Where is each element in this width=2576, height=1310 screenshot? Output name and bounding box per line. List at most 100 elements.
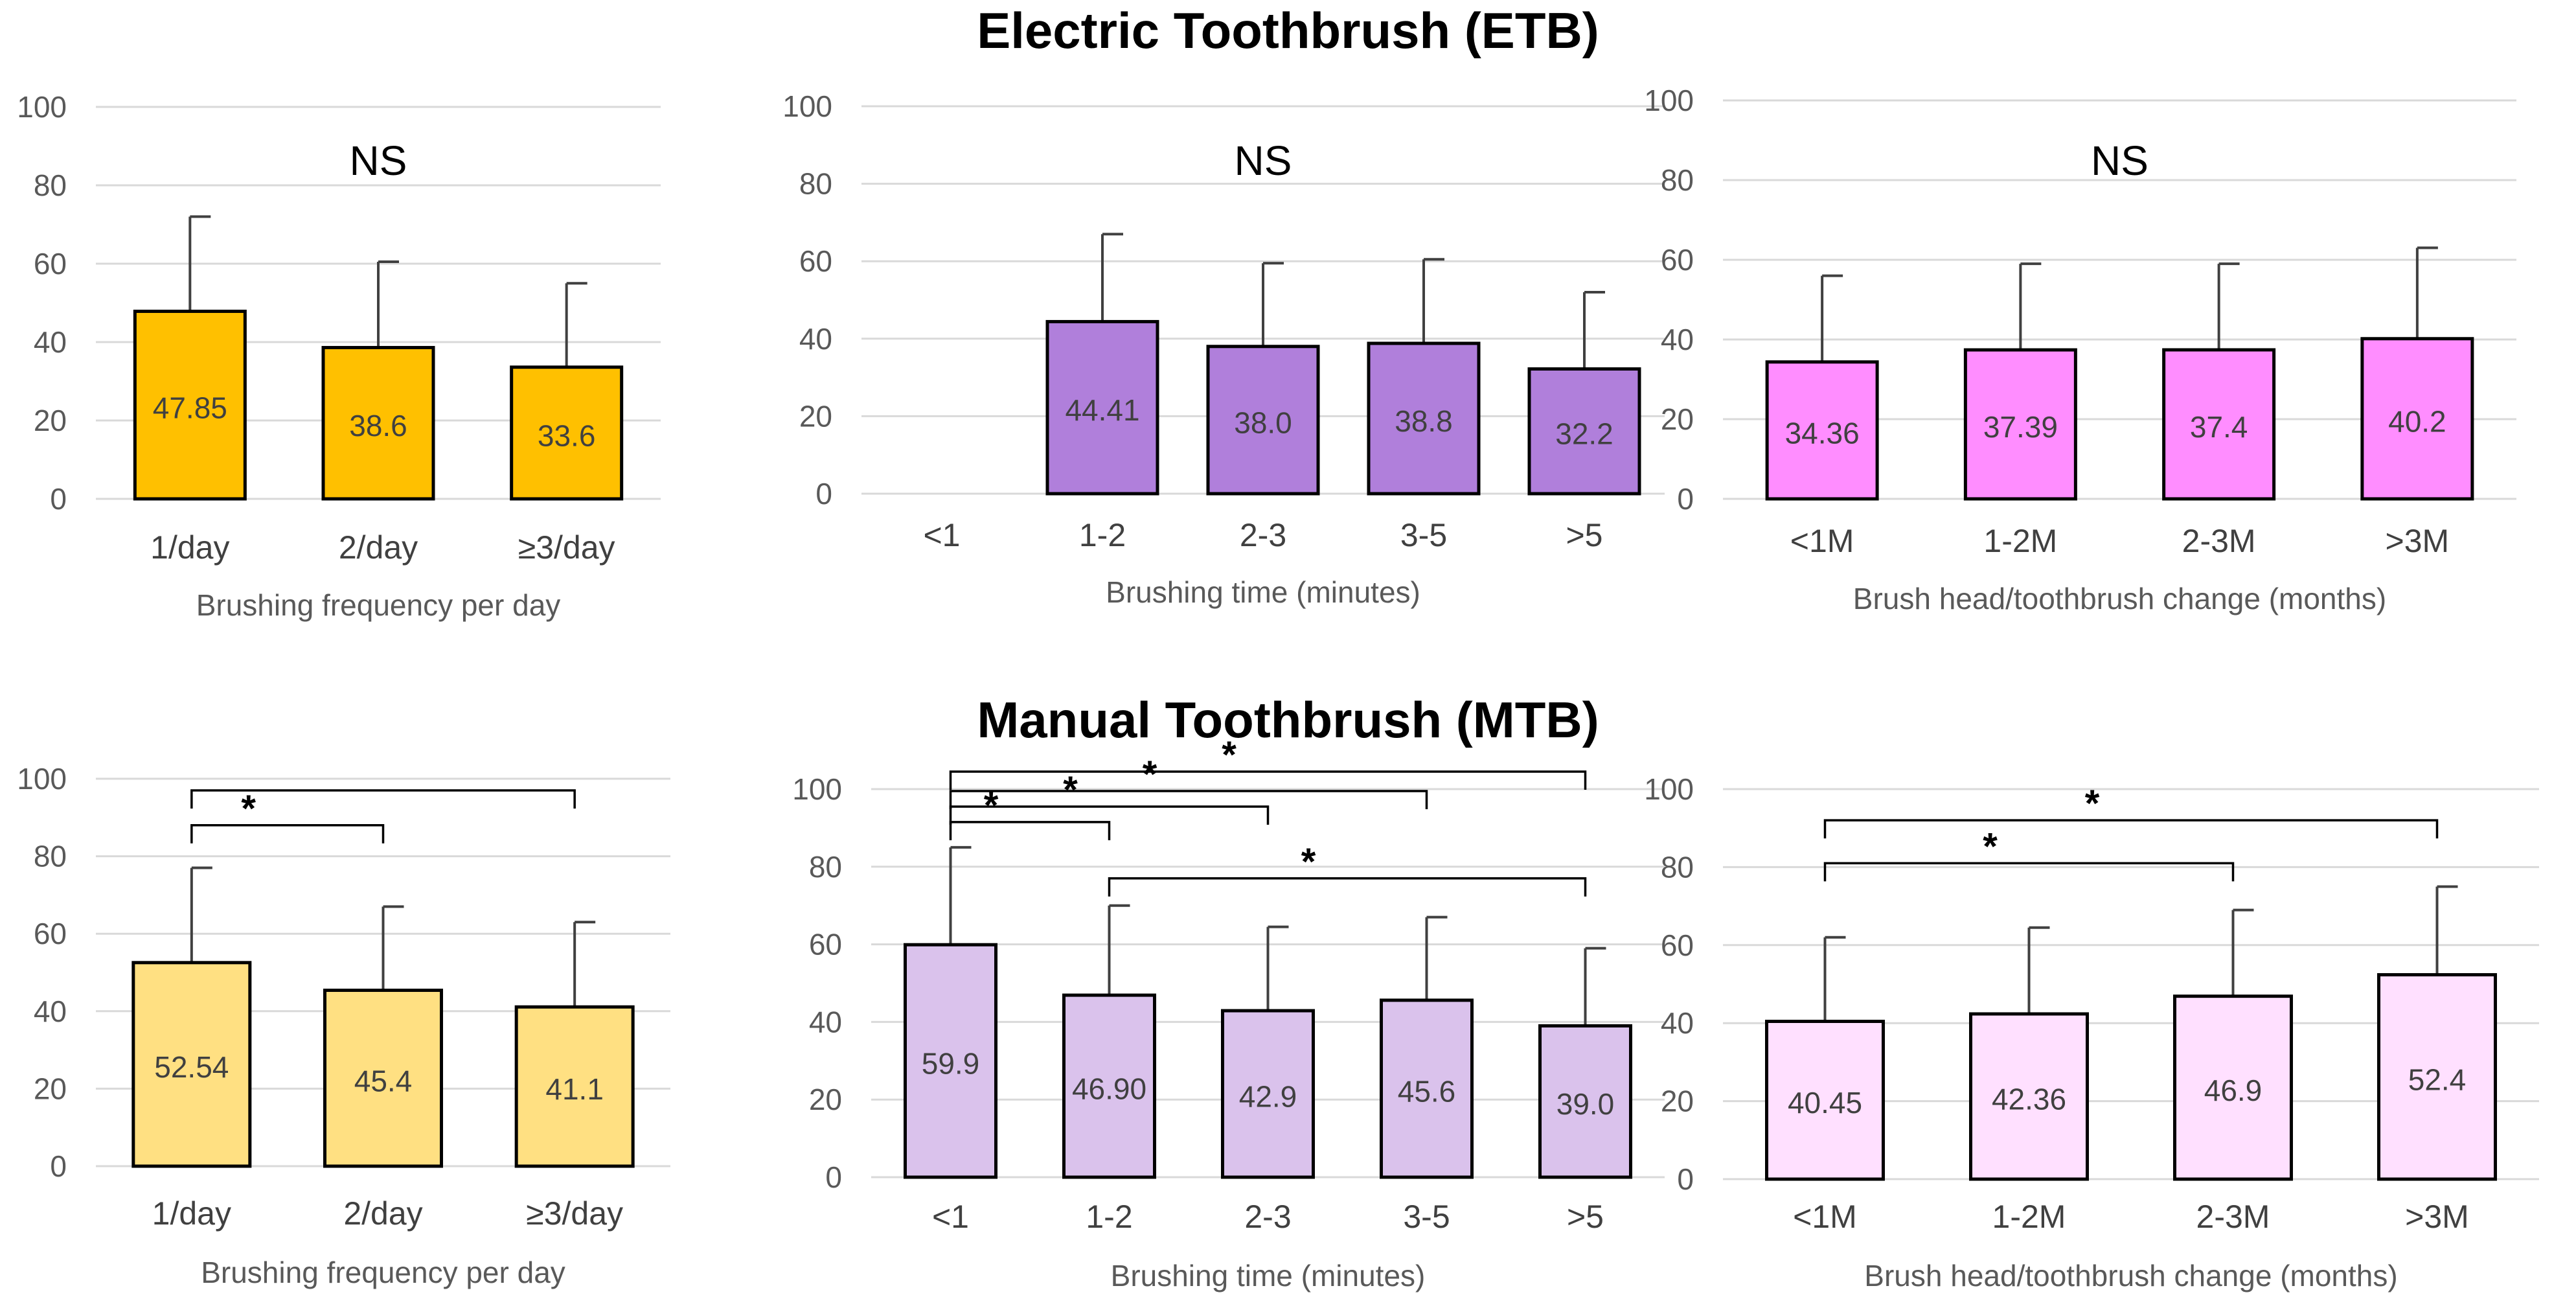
y-tick-label: 100 — [17, 762, 67, 796]
x-tick-label: 1-2 — [1079, 517, 1126, 553]
bar — [1969, 1012, 2089, 1181]
y-tick-label: 80 — [34, 168, 67, 202]
y-tick-label: 0 — [50, 482, 67, 516]
data-label: 32.2 — [1555, 417, 1613, 451]
bar — [1062, 993, 1156, 1179]
y-tick-label: 80 — [1661, 850, 1694, 884]
bar — [1367, 341, 1481, 496]
x-axis-label: Brushing frequency per day — [201, 1256, 565, 1289]
y-tick-label: 0 — [825, 1160, 842, 1194]
x-axis-label: Brushing frequency per day — [196, 588, 561, 622]
bar — [514, 1005, 635, 1168]
y-tick-label: 20 — [799, 399, 832, 433]
bar — [131, 961, 252, 1168]
y-tick-label: 20 — [34, 404, 67, 437]
y-tick-label: 40 — [34, 994, 67, 1028]
data-label: 47.85 — [153, 391, 227, 424]
x-tick-label: 2/day — [343, 1195, 422, 1232]
bar — [1538, 1024, 1632, 1179]
bar — [1206, 345, 1320, 496]
y-tick-label: 60 — [34, 247, 67, 281]
data-label: 37.39 — [1983, 410, 2058, 444]
significance-star: * — [2085, 783, 2100, 825]
bar — [1963, 348, 2077, 501]
y-tick-label: 100 — [1644, 84, 1694, 117]
bar — [2360, 337, 2474, 501]
etb-section-title: Electric Toothbrush (ETB) — [977, 2, 1599, 59]
data-label: 45.4 — [354, 1064, 413, 1097]
chart-mtb-change: 0 20 40 60 80 100 40.45 <1M 42.36 1-2M 46.9 2-3M 52.… — [1644, 772, 2539, 1293]
y-tick-label: 40 — [799, 322, 832, 356]
y-tick-label: 60 — [1661, 928, 1694, 962]
x-axis-label: Brushing time (minutes) — [1106, 575, 1420, 609]
data-label: 33.6 — [538, 419, 596, 452]
bar — [2173, 994, 2293, 1181]
x-tick-label: >3M — [2405, 1199, 2469, 1235]
chart-mtb-time: 0 20 40 60 80 100 59.9 <1 46.90 1-2 42.9 2-3 45.6 3-5… — [792, 734, 1665, 1293]
x-tick-label: <1M — [1793, 1199, 1857, 1235]
significance-bracket — [1108, 877, 1587, 897]
bar — [1045, 319, 1159, 496]
bar — [2162, 348, 2276, 501]
significance-bracket — [949, 821, 1111, 840]
y-tick-label: 60 — [809, 928, 842, 961]
x-tick-label: 1-2M — [1983, 523, 2057, 559]
data-label: 38.8 — [1395, 404, 1453, 438]
x-tick-label: 2-3 — [1244, 1199, 1291, 1235]
y-tick-label: 100 — [792, 772, 842, 806]
chart-mtb-frequency: 0 20 40 60 80 100 52.54 1/day 45.4 2/day 41.1 ≥3/da… — [17, 762, 670, 1289]
significance-bracket — [190, 789, 576, 809]
significance-star: * — [241, 788, 256, 830]
data-label: 41.1 — [545, 1072, 604, 1106]
significance-bracket — [1823, 819, 2439, 839]
bar — [510, 365, 624, 501]
y-tick-label: 100 — [1644, 772, 1694, 806]
significance-bracket — [949, 790, 1428, 809]
bar — [2377, 973, 2497, 1181]
data-label: 46.90 — [1072, 1072, 1146, 1106]
y-tick-label: 60 — [1661, 243, 1694, 277]
y-tick-label: 80 — [799, 167, 832, 201]
significance-star: * — [1983, 825, 1998, 868]
data-label: 38.0 — [1234, 406, 1292, 439]
y-tick-label: 60 — [799, 244, 832, 278]
y-tick-label: 20 — [34, 1072, 67, 1105]
y-tick-label: 40 — [809, 1005, 842, 1039]
x-tick-label: 1/day — [152, 1195, 231, 1232]
chart-etb-change: 0 20 40 60 80 100 34.36 <1M 37.39 1-2M 37.4 2-3M 40.… — [1644, 84, 2516, 615]
significance-bracket — [1823, 862, 2235, 882]
x-tick-label: 3-5 — [1403, 1199, 1450, 1235]
x-tick-label: >3M — [2386, 523, 2450, 559]
x-tick-label: <1 — [932, 1199, 969, 1235]
x-tick-label: 2-3M — [2182, 523, 2256, 559]
data-label: 52.4 — [2408, 1063, 2467, 1096]
data-label: 37.4 — [2190, 410, 2248, 444]
data-label: 42.9 — [1239, 1080, 1297, 1114]
x-tick-label: ≥3/day — [518, 529, 615, 566]
significance-star: * — [1143, 753, 1157, 796]
panel-title: NS — [2091, 137, 2149, 184]
bar — [1765, 360, 1879, 501]
data-label: 44.41 — [1065, 393, 1139, 427]
data-label: 34.36 — [1785, 416, 1860, 450]
chart-etb-time: 0 20 40 60 80 100 <1 44.41 1-2 38.0 2-3 38.8 3-5 32.2… — [782, 89, 1665, 609]
chart-etb-frequency: 0 20 40 60 80 100 47.85 1/day 38.6 2/day 33.6 ≥3/da… — [17, 90, 661, 622]
bar — [321, 345, 435, 501]
bar — [904, 943, 997, 1179]
y-tick-label: 60 — [34, 917, 67, 950]
y-tick-label: 100 — [17, 90, 67, 124]
x-tick-label: <1 — [923, 517, 960, 553]
x-tick-label: 2-3 — [1240, 517, 1286, 553]
y-tick-label: 80 — [1661, 163, 1694, 197]
x-tick-label: 3-5 — [1400, 517, 1447, 553]
x-tick-label: >5 — [1566, 517, 1602, 553]
y-tick-label: 80 — [34, 840, 67, 873]
y-tick-label: 0 — [815, 477, 832, 511]
y-tick-label: 40 — [1661, 323, 1694, 356]
y-tick-label: 20 — [809, 1083, 842, 1116]
y-tick-label: 20 — [1661, 402, 1694, 436]
bar — [323, 989, 443, 1168]
x-axis-label: Brushing time (minutes) — [1111, 1259, 1426, 1293]
y-tick-label: 0 — [1677, 482, 1694, 516]
